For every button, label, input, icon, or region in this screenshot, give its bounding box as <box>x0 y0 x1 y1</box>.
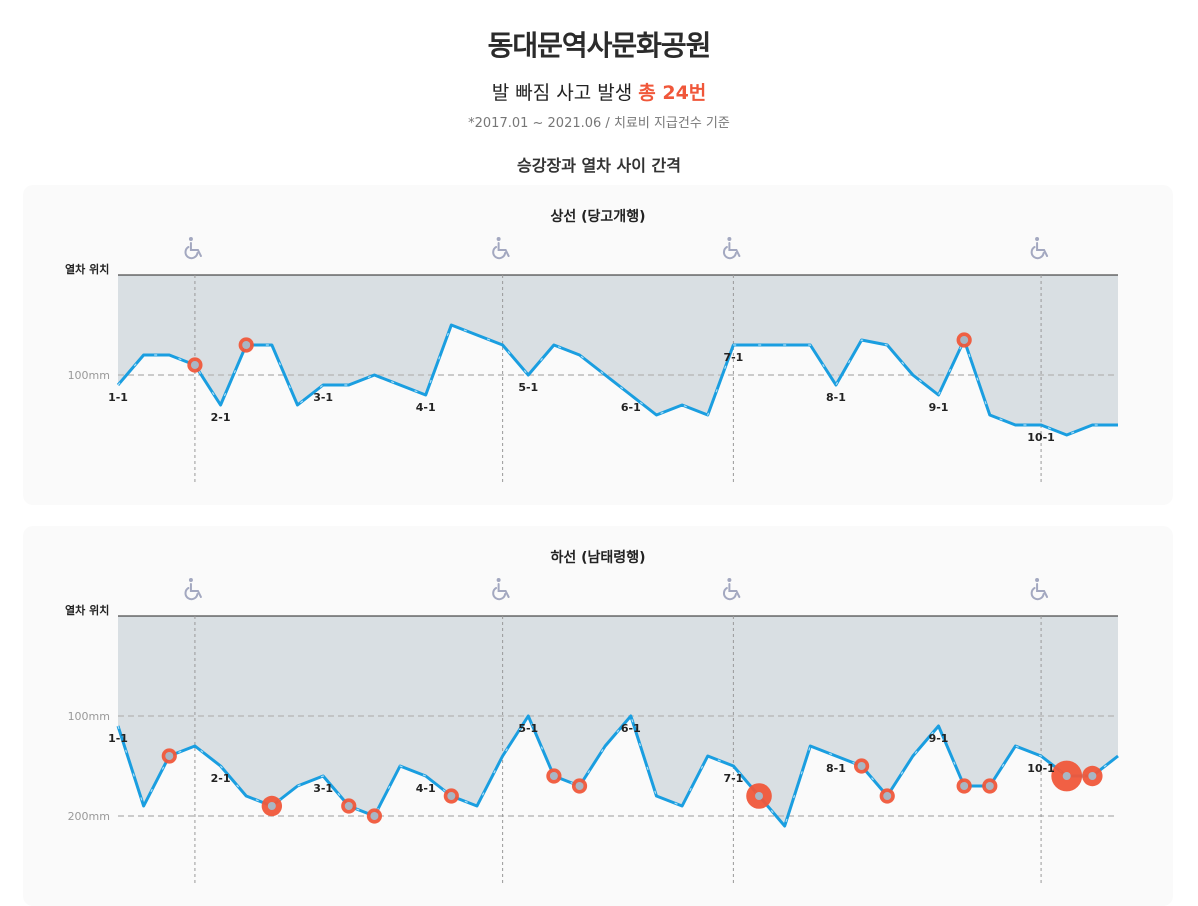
accident-marker-center-down-10 <box>960 782 969 790</box>
door-label-up-0: 1-1 <box>108 391 128 404</box>
wheelchair-icon <box>1030 237 1049 260</box>
chart-title-down: 하선 (남태령행) <box>550 550 646 566</box>
accident-marker-center-up-0 <box>190 361 199 369</box>
wheelchair-wheel <box>492 246 507 260</box>
wheelchair-wheel <box>1030 587 1045 601</box>
wheelchair-wheel <box>184 246 199 260</box>
door-label-down-8: 9-1 <box>929 732 949 745</box>
door-label-down-4: 5-1 <box>518 722 538 735</box>
wheelchair-wheel <box>1030 246 1045 260</box>
wheelchair-icon <box>1030 578 1049 601</box>
wheelchair-wheel <box>492 587 507 601</box>
door-label-down-2: 3-1 <box>313 782 333 795</box>
door-label-up-7: 8-1 <box>826 391 846 404</box>
accident-marker-center-down-0 <box>165 752 174 760</box>
door-label-up-5: 6-1 <box>621 401 641 414</box>
chart-panel-down: 하선 (남태령행) 열차 위치 100mm 200mm 1-1 2-1 3-1 4-1 5-1… <box>23 526 1173 906</box>
accident-marker-center-down-2 <box>344 802 353 810</box>
door-label-up-1: 2-1 <box>211 411 231 424</box>
subtitle-text: 발 빠짐 사고 발생 <box>491 82 639 104</box>
wheelchair-wheel <box>184 587 199 601</box>
wheelchair-head <box>496 578 501 582</box>
door-label-down-5: 6-1 <box>621 722 641 735</box>
accident-marker-center-up-1 <box>242 341 251 349</box>
door-label-up-8: 9-1 <box>929 401 949 414</box>
wheelchair-head <box>496 237 501 241</box>
door-label-down-9: 10-1 <box>1027 762 1055 775</box>
wheelchair-icon <box>722 237 741 260</box>
chart-svg-up: 열차 위치 100mm 1-1 2-1 3-1 4-1 5-1 6-1 7-1 8-1 9-1 10-… <box>65 237 1118 485</box>
wheelchair-body <box>728 583 741 598</box>
door-label-down-6: 7-1 <box>723 772 743 785</box>
door-label-up-2: 3-1 <box>313 391 333 404</box>
door-label-down-7: 8-1 <box>826 762 846 775</box>
accident-total: 총 24번 <box>638 82 707 104</box>
wheelchair-head <box>727 237 732 241</box>
wheelchair-body <box>497 583 510 598</box>
page-title: 동대문역사문화공원 <box>487 29 712 62</box>
data-source-note: *2017.01 ~ 2021.06 / 치료비 지급건수 기준 <box>468 116 730 131</box>
accident-marker-center-down-8 <box>857 762 866 770</box>
wheelchair-body <box>189 583 202 598</box>
accident-marker-center-down-12 <box>1062 772 1071 780</box>
wheelchair-icon <box>492 578 510 601</box>
accident-marker-center-down-9 <box>883 792 892 800</box>
accident-marker-center-down-6 <box>575 782 584 790</box>
wheelchair-body <box>497 242 510 257</box>
wheelchair-head <box>1035 578 1040 582</box>
wheelchair-wheel <box>722 587 737 601</box>
door-label-up-9: 10-1 <box>1027 431 1055 444</box>
reference-label-down-1: 200mm <box>68 810 110 823</box>
accident-marker-center-up-2 <box>960 336 969 344</box>
accident-marker-center-down-13 <box>1088 772 1097 780</box>
reference-label-down-0: 100mm <box>68 710 110 723</box>
door-label-down-1: 2-1 <box>211 772 231 785</box>
wheelchair-body <box>189 242 202 257</box>
wheelchair-body <box>728 242 741 257</box>
chart-panel-up: 상선 (당고개행) 열차 위치 100mm 1-1 2-1 3-1 4-1 5-1 6-1 7-… <box>23 185 1173 505</box>
door-label-down-3: 4-1 <box>416 782 436 795</box>
accident-marker-center-down-4 <box>447 792 456 800</box>
gap-area-down <box>118 616 1118 826</box>
wheelchair-icon <box>184 578 202 601</box>
door-label-up-4: 5-1 <box>518 381 538 394</box>
y-axis-label-up: 열차 위치 <box>65 262 109 276</box>
door-label-down-0: 1-1 <box>108 732 128 745</box>
wheelchair-icon <box>722 578 741 601</box>
accident-marker-center-down-11 <box>985 782 994 790</box>
wheelchair-wheel <box>722 246 737 260</box>
wheelchair-head <box>188 578 193 582</box>
wheelchair-icon <box>492 237 510 260</box>
accident-marker-center-down-7 <box>755 792 764 800</box>
wheelchair-body <box>1036 583 1049 598</box>
y-axis-label-down: 열차 위치 <box>65 603 109 617</box>
door-label-up-6: 7-1 <box>723 351 743 364</box>
page-subtitle: 발 빠짐 사고 발생 총 24번 <box>0 78 1198 105</box>
gap-line-up <box>116 323 1118 437</box>
section-label: 승강장과 열차 사이 간격 <box>517 156 681 175</box>
reference-label-up-0: 100mm <box>68 369 110 382</box>
door-label-up-3: 4-1 <box>416 401 436 414</box>
wheelchair-body <box>1036 242 1049 257</box>
chart-svg-down: 열차 위치 100mm 200mm 1-1 2-1 3-1 4-1 5-1 6-1 7-1 8-1 9… <box>65 578 1119 886</box>
wheelchair-head <box>1035 237 1040 241</box>
wheelchair-head <box>727 578 732 582</box>
accident-marker-center-down-5 <box>549 772 558 780</box>
accident-marker-center-down-1 <box>267 802 276 810</box>
wheelchair-head <box>188 237 193 241</box>
accident-marker-center-down-3 <box>370 812 379 820</box>
gap-line-highlight-down <box>117 714 1119 828</box>
gap-area-up <box>118 275 1118 435</box>
chart-title-up: 상선 (당고개행) <box>550 209 646 225</box>
wheelchair-icon <box>184 237 202 260</box>
